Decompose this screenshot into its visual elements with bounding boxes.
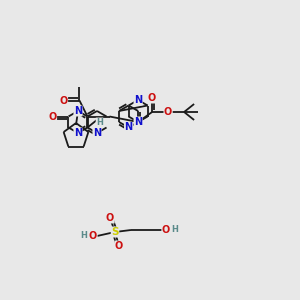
Text: N: N — [74, 128, 82, 138]
Text: O: O — [115, 241, 123, 251]
Text: H: H — [96, 118, 103, 127]
Text: N: N — [93, 128, 101, 138]
Text: H: H — [172, 226, 178, 235]
Text: N: N — [74, 106, 82, 116]
Text: O: O — [164, 107, 172, 117]
Text: S: S — [111, 227, 119, 237]
Text: O: O — [59, 95, 68, 106]
Text: N: N — [134, 117, 142, 127]
Text: N: N — [134, 95, 142, 105]
Text: O: O — [148, 93, 156, 103]
Text: O: O — [89, 231, 97, 241]
Text: O: O — [162, 225, 170, 235]
Text: O: O — [48, 112, 57, 122]
Text: H: H — [81, 232, 87, 241]
Text: O: O — [106, 213, 114, 223]
Text: N: N — [124, 122, 133, 133]
